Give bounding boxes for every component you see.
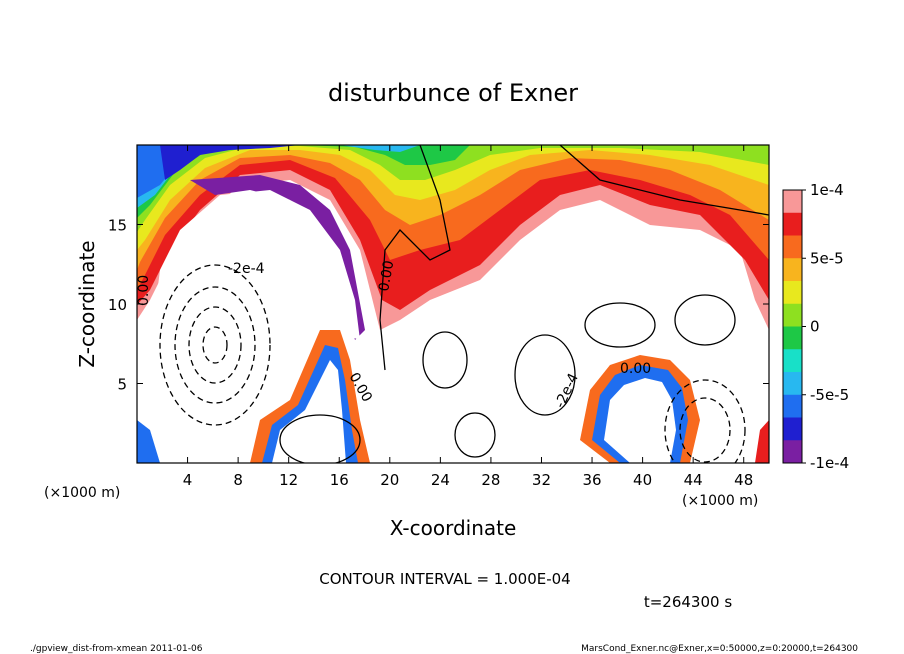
contour-interval-text: CONTOUR INTERVAL = 1.000E-04 xyxy=(319,570,570,588)
colorbar-block xyxy=(783,349,802,373)
x-unit-label: (×1000 m) xyxy=(44,485,120,501)
colorbar-label: -1e-4 xyxy=(810,454,849,472)
colorbar-block xyxy=(783,281,802,305)
y-tick-label: 15 xyxy=(108,217,127,235)
x-tick-label: 4 xyxy=(183,471,193,489)
colorbar-block xyxy=(783,394,802,418)
colorbar-block xyxy=(783,212,802,236)
y-unit-label: (×1000 m) xyxy=(682,493,758,509)
chart-title: disturbunce of Exner xyxy=(328,79,578,107)
time-text: t=264300 s xyxy=(644,593,732,611)
x-tick-label: 12 xyxy=(279,471,298,489)
colorbar-label: 5e-5 xyxy=(810,249,844,267)
x-tick-label: 44 xyxy=(684,471,703,489)
y-tick-label: 10 xyxy=(108,296,127,314)
contour-label: 0.00 xyxy=(136,275,152,306)
colorbar-block xyxy=(783,372,802,396)
colorbar-label: 0 xyxy=(810,318,820,336)
colorbar-block xyxy=(783,258,802,282)
colorbar-label: -5e-5 xyxy=(810,386,849,404)
contour-lines xyxy=(159,145,769,463)
contour-label: 0.00 xyxy=(376,259,397,292)
x-tick-label: 40 xyxy=(633,471,652,489)
colorbar-block xyxy=(783,440,802,464)
colorbar: 1e-4 5e-5 0 -5e-5 -1e-4 xyxy=(782,181,849,472)
colorbar-block xyxy=(783,235,802,259)
colorbar-block xyxy=(783,303,802,327)
y-axis-label: Z-coordinate xyxy=(75,240,99,367)
colorbar-block xyxy=(783,417,802,441)
x-tick-label: 48 xyxy=(734,471,753,489)
x-tick-label: 24 xyxy=(431,471,450,489)
x-tick-label: 36 xyxy=(582,471,601,489)
x-tick-label: 28 xyxy=(481,471,500,489)
x-axis-label: X-coordinate xyxy=(390,516,517,540)
x-tick-label: 16 xyxy=(330,471,349,489)
x-tick-label: 8 xyxy=(233,471,243,489)
colorbar-block xyxy=(783,326,802,350)
footer-right: MarsCond_Exner.nc@Exner,x=0:50000,z=0:20… xyxy=(581,644,858,654)
x-tick-label: 32 xyxy=(532,471,551,489)
colorbar-label: 1e-4 xyxy=(810,181,844,199)
x-tick-label: 20 xyxy=(380,471,399,489)
contour-label: 0.00 xyxy=(620,361,651,377)
footer-left: ./gpview_dist-from-xmean 2011-01-06 xyxy=(30,644,203,654)
plot-field xyxy=(137,145,769,463)
colorbar-block xyxy=(783,190,802,214)
contour-label: -2e-4 xyxy=(228,261,265,277)
y-tick-label: 5 xyxy=(117,376,127,394)
